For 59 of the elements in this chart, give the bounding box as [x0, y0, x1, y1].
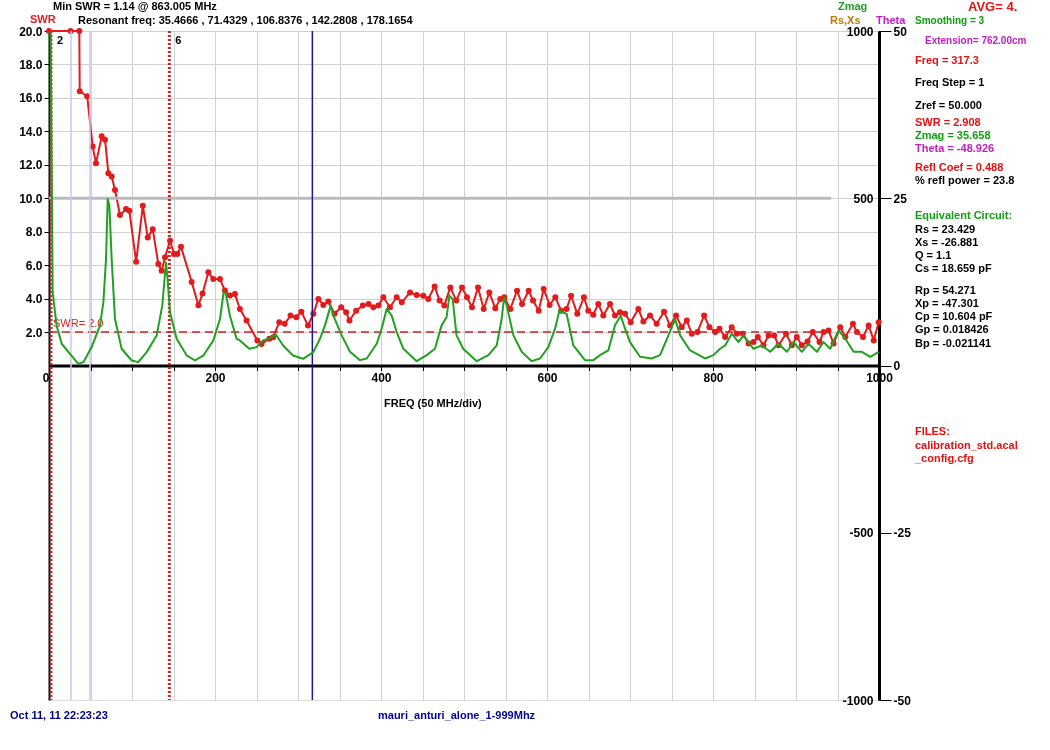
y2-tick-label: 1000	[846, 24, 874, 39]
text: Freq = 317.3	[915, 54, 979, 66]
text: calibration_std.acal	[915, 439, 1018, 451]
x-tick-label: 0	[42, 371, 50, 385]
x-axis-title: FREQ (50 MHz/div)	[384, 397, 483, 409]
text: Xs = -26.881	[915, 236, 979, 248]
text: Refl Coef = 0.488	[915, 161, 1004, 173]
text: Theta = -48.926	[915, 142, 995, 154]
y3-tick-label: 50	[893, 24, 908, 39]
text: Smoothing = 3	[915, 15, 985, 26]
y-tick-label: 12.0	[19, 158, 43, 173]
text: Theta	[876, 14, 907, 26]
text: Cs = 18.659 pF	[915, 262, 993, 274]
text: Q = 1.1	[915, 249, 952, 261]
text: Extension= 762.00cm	[925, 35, 1027, 46]
text: Cp = 10.604 pF	[915, 310, 993, 322]
text: SWR = 2.908	[915, 116, 981, 128]
text: AVG= 4.	[968, 0, 1018, 14]
y-tick-label: 16.0	[19, 91, 43, 106]
text: Rs = 23.429	[915, 223, 976, 235]
text: Zref = 50.000	[915, 99, 982, 111]
y2-tick-label: -500	[849, 526, 874, 541]
text: Resonant freq: 35.4666 , 71.4329 , 106.8376 , 142.2808 , 178.1654	[78, 14, 414, 26]
y-tick-label: 10.0	[19, 191, 43, 206]
text: Freq Step = 1	[915, 76, 985, 88]
y3-tick-label: 25	[893, 191, 908, 206]
text: mauri_anturi_alone_1-999Mhz	[378, 709, 536, 721]
y2-tick-label: 500	[853, 191, 874, 206]
y-tick-label: 18.0	[19, 57, 43, 72]
y-tick-label: 2.0	[25, 325, 43, 340]
y-tick-label: 8.0	[25, 225, 43, 240]
x-tick-label: 200	[205, 371, 226, 385]
text: Rp = 54.271	[915, 284, 976, 296]
text: _config.cfg	[914, 452, 974, 464]
text: Xp = -47.301	[915, 297, 979, 309]
text: Zmag = 35.658	[915, 129, 991, 141]
text: % refl power = 23.8	[915, 174, 1015, 186]
text: Oct 11, 11 22:23:23	[10, 709, 108, 721]
y-tick-label: 6.0	[25, 258, 43, 273]
y-tick-label: 14.0	[19, 124, 43, 139]
y3-axis-title: Rs,Xs	[830, 14, 861, 26]
y3-tick-label: 0	[893, 359, 901, 373]
text: Zmag	[838, 0, 868, 12]
y-tick-label: 20.0	[19, 24, 43, 39]
y3-tick-label: -25	[893, 526, 912, 541]
text: Min SWR = 1.14 @ 863.005 MHz	[53, 0, 218, 12]
text: Equivalent Circuit:	[915, 209, 1013, 221]
text: FILES:	[915, 425, 950, 437]
y3-tick-label: -50	[893, 693, 912, 708]
y-tick-label: 4.0	[25, 292, 43, 307]
text: Bp = -0.021141	[915, 337, 992, 349]
y2-tick-label: -1000	[842, 693, 874, 708]
x-tick-label: 600	[537, 371, 558, 385]
x-tick-label: 800	[703, 371, 724, 385]
x-tick-label: 400	[371, 371, 392, 385]
annotation: 6	[175, 34, 182, 47]
text: Gp = 0.018426	[915, 323, 989, 335]
annotation: 2	[56, 34, 64, 47]
series-label: SWR	[30, 13, 56, 25]
